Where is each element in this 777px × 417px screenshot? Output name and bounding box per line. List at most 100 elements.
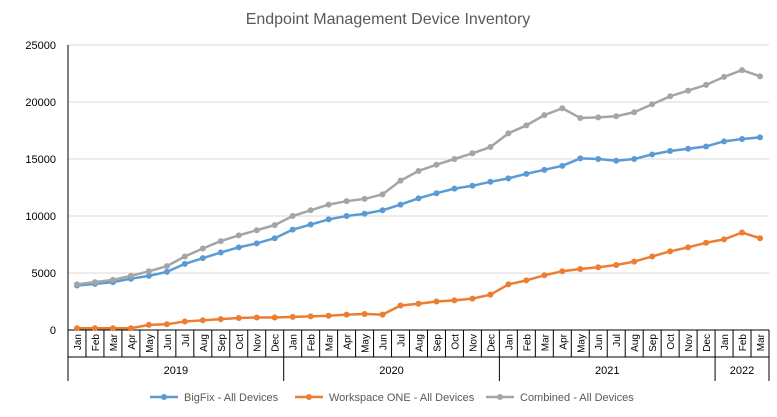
x-tick-label: Nov	[684, 334, 695, 352]
data-point	[703, 239, 710, 246]
x-tick-label: Jan	[73, 334, 84, 350]
data-point	[361, 311, 368, 318]
data-point	[91, 325, 98, 332]
data-point	[253, 227, 260, 234]
data-point	[577, 155, 584, 162]
data-point	[235, 244, 242, 251]
x-tick-label: Oct	[666, 334, 677, 350]
data-point	[649, 151, 656, 158]
data-point	[721, 236, 728, 243]
x-tick-label: Aug	[199, 334, 210, 352]
data-point	[379, 191, 386, 198]
x-tick-label: Apr	[343, 333, 354, 349]
data-point	[451, 156, 458, 162]
data-point	[649, 101, 656, 108]
x-tick-label: May	[145, 334, 156, 353]
data-point	[73, 281, 80, 288]
data-point	[451, 185, 458, 192]
data-point	[199, 245, 206, 252]
data-point	[91, 279, 98, 286]
data-point	[307, 313, 314, 320]
data-point	[271, 314, 278, 321]
x-tick-label: Dec	[702, 334, 713, 352]
x-tick-label: Feb	[307, 334, 318, 352]
x-tick-label: Jul	[612, 334, 623, 347]
data-point	[469, 150, 476, 157]
data-point	[541, 112, 548, 119]
data-point	[379, 207, 386, 214]
x-tick-label: Sep	[217, 334, 228, 352]
year-label: 2022	[730, 365, 754, 377]
data-point	[127, 325, 134, 332]
data-point	[127, 272, 134, 279]
legend-label: BigFix - All Devices	[184, 392, 279, 404]
y-tick-label: 0	[50, 325, 56, 337]
y-tick-label: 10000	[25, 211, 56, 223]
x-tick-label: Jan	[720, 334, 731, 350]
x-tick-label: Mar	[325, 333, 336, 351]
data-point	[415, 195, 422, 202]
data-point	[415, 300, 422, 307]
x-tick-label: Aug	[630, 334, 641, 352]
data-point	[685, 87, 692, 94]
data-point	[685, 145, 692, 152]
data-point	[739, 136, 746, 143]
data-point	[289, 313, 296, 320]
x-tick-label: Mar	[109, 333, 120, 351]
data-point	[703, 143, 710, 150]
data-point	[649, 253, 656, 260]
legend-marker	[306, 394, 312, 400]
data-point	[289, 213, 296, 219]
data-point	[631, 156, 638, 162]
x-tick-label: Apr	[127, 333, 138, 349]
data-point	[307, 207, 314, 214]
x-tick-label: Sep	[432, 334, 443, 352]
data-point	[487, 144, 494, 151]
legend-label: Workspace ONE - All Devices	[329, 392, 475, 404]
data-point	[469, 182, 476, 189]
y-tick-label: 5000	[32, 268, 56, 280]
legend-marker	[497, 394, 503, 400]
data-point	[343, 213, 350, 219]
x-tick-label: Dec	[486, 334, 497, 352]
x-tick-label: May	[576, 334, 587, 353]
data-point	[505, 130, 512, 137]
data-point	[595, 264, 602, 271]
data-point	[595, 156, 602, 162]
data-point	[217, 249, 224, 256]
data-point	[73, 325, 80, 332]
x-tick-label: Mar	[540, 333, 551, 351]
data-point	[631, 109, 638, 116]
x-tick-label: Jul	[181, 334, 192, 347]
data-point	[487, 291, 494, 298]
x-tick-label: Dec	[271, 334, 282, 352]
x-tick-label: Oct	[450, 334, 461, 350]
x-tick-label: May	[361, 334, 372, 353]
data-point	[109, 276, 116, 283]
data-point	[613, 157, 620, 164]
data-point	[505, 281, 512, 288]
data-point	[235, 315, 242, 322]
data-point	[523, 170, 530, 177]
data-point	[397, 201, 404, 208]
data-point	[145, 268, 152, 275]
x-tick-label: Jul	[397, 334, 408, 347]
x-tick-label: Jun	[163, 334, 174, 350]
data-point	[145, 272, 152, 279]
data-point	[613, 113, 620, 120]
year-label: 2020	[379, 365, 403, 377]
series-line	[76, 136, 761, 287]
data-point	[469, 295, 476, 302]
y-tick-label: 15000	[25, 154, 56, 166]
data-point	[109, 325, 116, 332]
x-tick-label: Nov	[253, 334, 264, 352]
x-tick-label: Feb	[738, 334, 749, 352]
data-point	[703, 81, 710, 88]
x-tick-label: Apr	[558, 333, 569, 349]
data-point	[325, 201, 332, 208]
y-tick-label: 20000	[25, 97, 56, 109]
data-point	[757, 73, 764, 80]
data-point	[721, 138, 728, 145]
x-tick-label: Mar	[756, 333, 767, 351]
